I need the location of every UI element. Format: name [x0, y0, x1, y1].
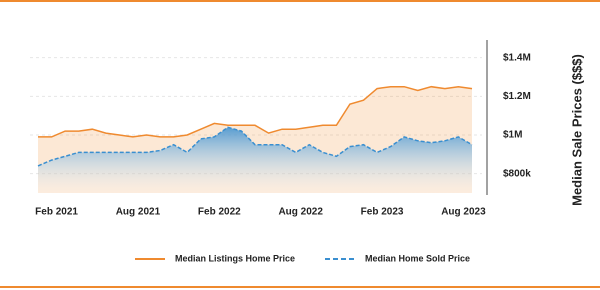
legend-label: Median Home Sold Price	[365, 253, 470, 263]
x-tick-label: Feb 2021	[35, 207, 78, 218]
x-tick-label: Aug 2021	[116, 207, 161, 218]
y-tick-label: $1.4M	[503, 52, 531, 63]
x-tick-label: Feb 2023	[361, 207, 404, 218]
bottom-border	[0, 286, 600, 288]
legend-label: Median Listings Home Price	[175, 253, 295, 263]
x-tick-label: Feb 2022	[198, 207, 241, 218]
series-area	[38, 127, 472, 193]
x-tick-label: Aug 2023	[441, 207, 486, 218]
series-line	[37, 126, 473, 167]
x-tick-label: Aug 2022	[278, 207, 323, 218]
y-tick-label: $1.2M	[503, 91, 531, 102]
y-tick-label: $800k	[503, 168, 531, 179]
y-tick-label: $1M	[503, 130, 522, 141]
y-axis-title: Median Sale Prices ($$$)	[569, 54, 584, 206]
series-line	[38, 85, 473, 138]
top-border	[0, 0, 600, 2]
